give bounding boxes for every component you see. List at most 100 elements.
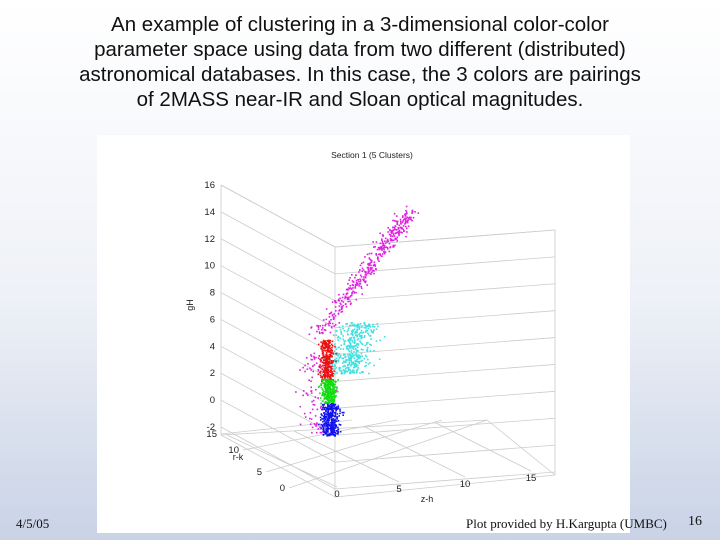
data-point [330,397,332,400]
data-point [350,333,352,335]
data-point [392,244,395,247]
data-point [353,351,355,353]
data-point [325,351,328,354]
data-point [333,422,335,424]
data-point [314,415,317,417]
data-point [310,386,312,389]
data-point [320,407,322,409]
data-point [356,369,358,372]
data-point [330,384,332,386]
data-point [346,330,349,333]
data-point [323,398,325,400]
data-point [345,359,347,362]
data-point [386,239,389,242]
data-point [359,340,361,342]
data-point [372,332,374,334]
data-point [319,392,321,395]
data-point [341,372,343,375]
data-point [327,350,329,353]
data-point [375,340,378,342]
data-point [369,362,371,364]
data-point [331,409,333,411]
data-point [361,371,363,373]
data-point [340,348,342,350]
data-point [329,382,331,385]
data-point [322,375,325,377]
data-point [367,327,370,330]
data-point [367,332,369,334]
data-point [355,291,357,294]
data-point [332,421,334,423]
data-point [326,429,328,432]
data-point [328,399,330,402]
data-point [323,366,325,369]
data-point [334,413,337,415]
data-point [320,341,322,343]
data-point [335,330,337,332]
data-point [342,293,345,296]
data-point [347,354,349,356]
data-point [327,404,329,407]
data-point [334,315,337,317]
data-point [332,388,335,391]
data-point [388,233,391,236]
data-point [309,417,311,420]
data-point [332,395,334,398]
data-point [324,367,327,369]
data-point [333,380,335,383]
data-point [314,396,317,398]
data-point [322,382,324,385]
data-point [346,359,349,361]
data-point [350,355,353,358]
data-point [355,279,358,282]
z-tick-label: 12 [204,234,215,245]
data-point [414,211,416,213]
data-point [331,413,333,416]
data-point [330,368,333,370]
data-point [346,370,349,373]
data-point [356,284,359,286]
data-point [327,368,330,371]
data-point [324,372,326,375]
data-point [326,364,328,366]
data-point [361,326,363,328]
data-point [335,310,337,312]
data-point [333,391,336,393]
data-point [356,283,358,285]
data-point [325,415,327,418]
data-point [335,360,337,363]
data-point [331,392,334,394]
data-point [317,357,320,359]
data-point [330,413,332,415]
data-point [356,349,358,352]
data-point [333,313,336,315]
data-point [369,267,372,269]
data-point [355,282,358,284]
data-point [322,393,324,395]
data-point [329,379,331,381]
title-line-1: An example of clustering in a 3-dimensio… [111,13,609,36]
data-point [354,342,356,344]
data-point [336,430,338,432]
data-point [362,349,364,351]
data-point [334,407,336,409]
data-point [354,334,357,336]
data-point [340,354,342,357]
data-point [332,318,335,320]
y-grid-line [265,419,443,473]
data-point [331,388,333,390]
data-point [327,356,330,359]
data-point [325,349,328,352]
x-tick-label: 10 [460,479,471,490]
data-point [391,235,394,237]
data-point [337,404,339,407]
data-point [327,397,329,400]
data-point [331,384,334,386]
data-point [339,410,341,412]
data-point [347,296,350,299]
data-point [397,231,399,233]
data-point [405,235,407,238]
z-grid-line [334,417,556,436]
data-point [334,300,336,302]
data-point [322,319,325,321]
